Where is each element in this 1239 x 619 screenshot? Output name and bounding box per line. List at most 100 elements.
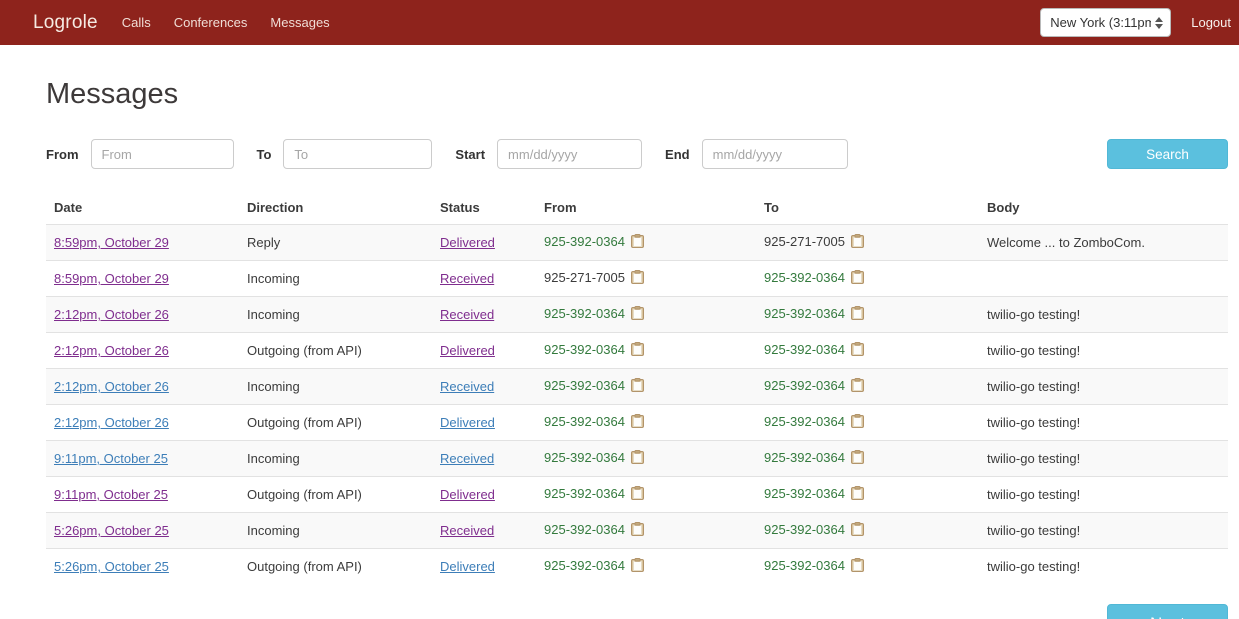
- from-number[interactable]: 925-392-0364: [544, 378, 625, 393]
- from-number[interactable]: 925-392-0364: [544, 522, 625, 537]
- copy-icon[interactable]: [630, 270, 644, 287]
- to-number[interactable]: 925-392-0364: [764, 522, 845, 537]
- brand-logrole[interactable]: Logrole: [33, 11, 98, 33]
- copy-icon[interactable]: [630, 522, 644, 539]
- copy-icon[interactable]: [850, 342, 864, 359]
- copy-icon[interactable]: [850, 270, 864, 287]
- to-number[interactable]: 925-392-0364: [764, 486, 845, 501]
- table-row: 8:59pm, October 29 Incoming Received 925…: [46, 260, 1228, 297]
- next-button[interactable]: Next: [1107, 604, 1228, 619]
- to-number[interactable]: 925-392-0364: [764, 450, 845, 465]
- copy-icon[interactable]: [630, 306, 644, 323]
- header-to: To: [764, 200, 779, 215]
- status-link[interactable]: Delivered: [440, 343, 495, 358]
- timezone-select[interactable]: New York (3:11pm): [1040, 8, 1172, 37]
- status-link[interactable]: Received: [440, 451, 495, 466]
- start-date-input[interactable]: [497, 139, 643, 169]
- navbar: Logrole Calls Conferences Messages New Y…: [0, 0, 1239, 45]
- from-number[interactable]: 925-392-0364: [544, 306, 625, 321]
- to-number[interactable]: 925-392-0364: [764, 414, 845, 429]
- table-row: 2:12pm, October 26 Outgoing (from API) D…: [46, 332, 1228, 369]
- to-label: To: [256, 146, 272, 162]
- from-input[interactable]: [90, 139, 234, 169]
- copy-icon[interactable]: [630, 342, 644, 359]
- message-date-link[interactable]: 5:26pm, October 25: [54, 559, 169, 574]
- filter-group-to: To: [257, 139, 433, 169]
- status-link[interactable]: Delivered: [440, 235, 495, 250]
- header-body: Body: [987, 200, 1020, 215]
- status-link[interactable]: Delivered: [440, 559, 495, 574]
- header-status: Status: [440, 200, 480, 215]
- nav-item-calls[interactable]: Calls: [121, 15, 151, 30]
- table-row: 2:12pm, October 26 Outgoing (from API) D…: [46, 404, 1228, 441]
- direction-cell: Outgoing (from API): [239, 332, 432, 369]
- to-number[interactable]: 925-392-0364: [764, 342, 845, 357]
- copy-icon[interactable]: [630, 378, 644, 395]
- copy-icon[interactable]: [850, 306, 864, 323]
- message-date-link[interactable]: 5:26pm, October 25: [54, 523, 169, 538]
- copy-icon[interactable]: [630, 486, 644, 503]
- from-number[interactable]: 925-392-0364: [544, 558, 625, 573]
- from-number[interactable]: 925-392-0364: [544, 414, 625, 429]
- from-number[interactable]: 925-392-0364: [544, 486, 625, 501]
- page-title: Messages: [46, 78, 179, 110]
- timezone-selected-value: New York (3:11pm): [1050, 15, 1152, 30]
- to-number[interactable]: 925-392-0364: [764, 270, 845, 285]
- from-number[interactable]: 925-392-0364: [544, 234, 625, 249]
- end-date-input[interactable]: [701, 139, 848, 169]
- copy-icon[interactable]: [630, 414, 644, 431]
- logout-link[interactable]: Logout: [1191, 15, 1231, 30]
- to-number[interactable]: 925-392-0364: [764, 378, 845, 393]
- copy-icon[interactable]: [850, 522, 864, 539]
- message-date-link[interactable]: 2:12pm, October 26: [54, 415, 169, 430]
- copy-icon[interactable]: [630, 234, 644, 251]
- from-label: From: [46, 146, 79, 162]
- direction-cell: Incoming: [239, 260, 432, 297]
- message-date-link[interactable]: 2:12pm, October 26: [54, 307, 169, 322]
- status-link[interactable]: Delivered: [440, 487, 495, 502]
- nav-item-conferences[interactable]: Conferences: [173, 15, 248, 30]
- direction-cell: Incoming: [239, 296, 432, 333]
- copy-icon[interactable]: [850, 378, 864, 395]
- to-number[interactable]: 925-392-0364: [764, 306, 845, 321]
- direction-cell: Incoming: [239, 440, 432, 477]
- header-direction: Direction: [247, 200, 304, 215]
- from-number[interactable]: 925-392-0364: [544, 450, 625, 465]
- start-label: Start: [455, 146, 486, 162]
- body-cell: twilio-go testing!: [979, 404, 1228, 441]
- copy-icon[interactable]: [850, 450, 864, 467]
- copy-icon[interactable]: [850, 414, 864, 431]
- from-number[interactable]: 925-392-0364: [544, 342, 625, 357]
- message-date-link[interactable]: 8:59pm, October 29: [54, 271, 169, 286]
- status-link[interactable]: Delivered: [440, 415, 495, 430]
- message-date-link[interactable]: 9:11pm, October 25: [54, 487, 168, 502]
- message-date-link[interactable]: 2:12pm, October 26: [54, 343, 169, 358]
- nav-item-messages[interactable]: Messages: [270, 15, 330, 30]
- direction-cell: Outgoing (from API): [239, 548, 432, 584]
- table-row: 5:26pm, October 25 Outgoing (from API) D…: [46, 548, 1228, 584]
- body-cell: twilio-go testing!: [979, 296, 1228, 333]
- to-number[interactable]: 925-392-0364: [764, 558, 845, 573]
- messages-table-body: 8:59pm, October 29 Reply Delivered 925-3…: [46, 224, 1228, 584]
- search-button[interactable]: Search: [1107, 139, 1228, 169]
- to-number: 925-271-7005: [764, 234, 845, 249]
- end-label: End: [665, 146, 690, 162]
- copy-icon[interactable]: [630, 450, 644, 467]
- copy-icon[interactable]: [850, 486, 864, 503]
- body-cell: [979, 260, 1228, 297]
- copy-icon[interactable]: [630, 558, 644, 575]
- status-link[interactable]: Received: [440, 379, 495, 394]
- updown-arrows-icon: [1155, 16, 1164, 29]
- message-date-link[interactable]: 8:59pm, October 29: [54, 235, 169, 250]
- status-link[interactable]: Received: [440, 271, 495, 286]
- status-link[interactable]: Received: [440, 307, 495, 322]
- copy-icon[interactable]: [850, 234, 864, 251]
- message-date-link[interactable]: 9:11pm, October 25: [54, 451, 168, 466]
- direction-cell: Outgoing (from API): [239, 404, 432, 441]
- to-input[interactable]: [283, 139, 433, 169]
- message-date-link[interactable]: 2:12pm, October 26: [54, 379, 169, 394]
- body-cell: twilio-go testing!: [979, 440, 1228, 477]
- status-link[interactable]: Received: [440, 523, 495, 538]
- filter-group-from: From: [46, 139, 234, 169]
- copy-icon[interactable]: [850, 558, 864, 575]
